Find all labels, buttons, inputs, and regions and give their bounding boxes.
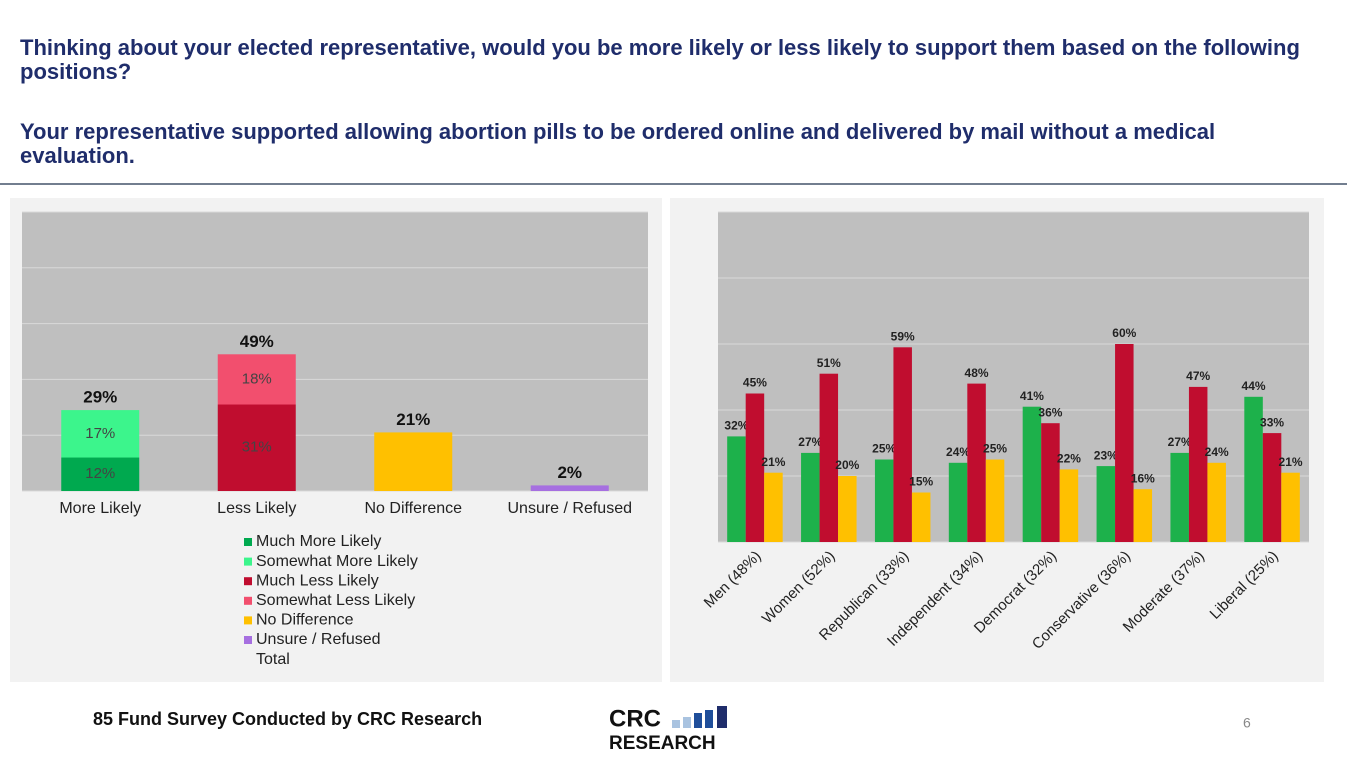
legend-label: Much More Likely [256,533,381,550]
logo-bar [672,720,680,728]
value-label: 21% [1279,455,1303,469]
x-tick-label: More Likely [59,500,141,517]
segment-label: 12% [85,465,115,482]
segment-label: 17% [85,425,115,442]
value-label: 22% [1057,452,1081,466]
bar [1244,396,1263,542]
bar-segment [530,485,609,491]
bar [1059,469,1079,542]
value-label: 44% [1242,379,1266,393]
value-label: 15% [909,475,933,489]
value-label: 16% [1131,471,1155,485]
legend-marker [244,557,252,566]
question: Thinking about your elected representati… [20,35,1300,84]
legend-label: Unsure / Refused [256,631,381,648]
x-tick-label: Unsure / Refused [507,500,632,517]
bar [745,393,765,542]
value-label: 59% [891,329,915,343]
legend-marker [244,636,252,644]
x-tick-label: No Difference [364,500,462,517]
logo-text: RESEARCH [609,733,716,754]
value-label: 24% [1205,445,1229,459]
bar [1022,406,1042,542]
statement: Your representative supported allowing a… [20,119,1216,168]
bar [985,459,1005,542]
value-label: 51% [817,356,841,370]
bar-segment [61,457,140,491]
bar [1096,466,1116,542]
bar [1041,423,1060,542]
bar [948,462,968,542]
total-label: 29% [83,388,117,407]
value-label: 33% [1260,415,1284,429]
legend-marker [244,596,252,605]
bar-segment [217,404,296,491]
value-label: 47% [1186,369,1210,383]
legend-label: Much Less Likely [256,572,379,589]
value-label: 27% [1168,435,1192,449]
value-label: 60% [1112,326,1136,340]
bar-segment [374,432,453,491]
logo-bar [705,710,713,728]
segment-label: 31% [242,439,272,456]
logo-bar [694,713,702,728]
value-label: 25% [872,442,896,456]
legend-marker [244,577,252,586]
value-label: 32% [724,419,748,433]
legend-marker [244,538,252,546]
value-label: 21% [761,455,785,469]
value-label: 48% [965,366,989,380]
bar [838,476,857,542]
bar [1115,344,1134,542]
value-label: 41% [1020,389,1044,403]
bar [911,492,931,542]
bar [1188,386,1208,542]
logo: CRC RESEARCH [609,705,727,754]
bar [874,459,894,542]
value-label: 20% [835,458,859,472]
total-label: 49% [240,332,274,351]
value-label: 45% [743,376,767,390]
bar [1207,462,1226,542]
legend-label: Somewhat Less Likely [256,592,415,609]
total-label: 21% [396,410,430,429]
bar [801,452,820,542]
value-label: 25% [983,442,1007,456]
legend-label: No Difference [256,612,354,629]
value-label: 27% [798,435,822,449]
value-label: 23% [1094,448,1118,462]
bar [1262,433,1282,542]
bar-segment [217,354,296,405]
logo-bar [683,717,691,728]
bar [893,347,912,542]
logo-bar [717,706,727,728]
x-tick-label: Less Likely [217,500,296,517]
page-number: 6 [1243,715,1251,731]
bar [764,472,783,542]
value-label: 24% [946,445,970,459]
bar [1133,489,1153,542]
logo-text: CRC [609,705,661,732]
total-label: 2% [557,463,582,482]
source: 85 Fund Survey Conducted by CRC Research [93,709,482,729]
value-label: 36% [1038,405,1062,419]
bar [819,373,839,542]
bar [967,383,986,542]
legend-marker [244,616,252,625]
legend-label: Total [256,651,290,668]
bar [1170,452,1189,542]
bar [1281,472,1300,542]
legend-label: Somewhat More Likely [256,553,418,570]
segment-label: 18% [242,370,272,387]
bar [727,436,746,542]
bar-segment [61,410,140,458]
